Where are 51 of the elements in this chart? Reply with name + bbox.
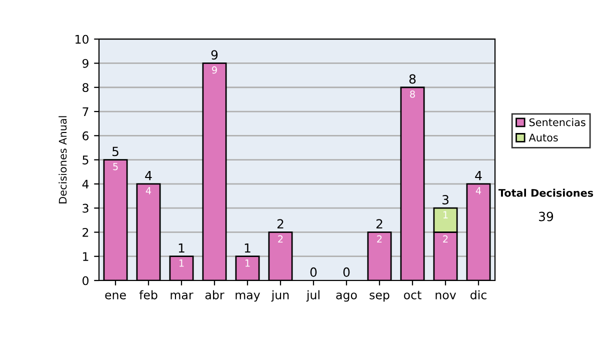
- y-tick-label: 1: [83, 252, 88, 261]
- x-tick-label: sep: [370, 292, 390, 302]
- y-tick-label: 8: [82, 83, 88, 92]
- text: 39: [539, 212, 554, 222]
- y-axis-title: Decisiones Anual: [58, 116, 67, 204]
- x-tick-label: mar: [170, 292, 194, 300]
- total-label: 4: [145, 171, 152, 180]
- data-label: 1: [245, 260, 250, 267]
- y-tick-label: 0: [82, 276, 88, 286]
- legend-label: Sentencias: [529, 118, 586, 126]
- data-label: 8: [410, 90, 415, 98]
- x-tick-label: feb: [139, 290, 158, 300]
- total-label: 3: [442, 194, 448, 204]
- data-label: 5: [113, 162, 118, 170]
- text: Total Decisiones: [498, 188, 594, 197]
- x-tick-label: abr: [205, 290, 224, 300]
- y-tick-label: 9: [82, 58, 88, 68]
- total-label: 1: [178, 243, 184, 253]
- data-label: 1: [443, 211, 448, 218]
- x-tick-label: ene: [105, 292, 126, 300]
- total-label: 9: [211, 50, 218, 60]
- x-tick-label: oct: [404, 290, 422, 300]
- x-tick-label: jun: [271, 290, 289, 302]
- y-tick-label: 5: [82, 156, 88, 164]
- data-label: 2: [278, 235, 283, 243]
- data-label: 2: [377, 235, 382, 243]
- data-label: 9: [212, 66, 217, 74]
- total-label: 8: [409, 74, 416, 84]
- total-label: 2: [277, 219, 284, 228]
- y-tick-label: 3: [82, 204, 88, 213]
- total-label: 4: [475, 171, 482, 180]
- x-tick-label: jul: [306, 290, 320, 302]
- y-tick-label: 4: [82, 180, 89, 188]
- total-label: 5: [112, 146, 118, 156]
- x-tick-label: nov: [436, 292, 456, 300]
- data-label: 2: [443, 235, 448, 243]
- y-tick-label: 10: [76, 34, 88, 44]
- x-tick-label: ago: [336, 292, 357, 302]
- total-label: 1: [244, 243, 250, 253]
- data-label: 4: [146, 187, 152, 194]
- y-tick-label: 6: [82, 131, 89, 140]
- y-tick-label: 2: [82, 228, 88, 237]
- y-tick-label: 7: [82, 107, 88, 116]
- x-tick-label: dic: [470, 290, 486, 300]
- total-label: 0: [343, 267, 350, 277]
- data-label: 1: [179, 260, 184, 267]
- legend-label: Autos: [528, 134, 558, 142]
- data-label: 4: [476, 187, 482, 194]
- x-tick-label: may: [236, 292, 260, 302]
- total-label: 2: [376, 219, 382, 228]
- total-label: 0: [310, 267, 317, 277]
